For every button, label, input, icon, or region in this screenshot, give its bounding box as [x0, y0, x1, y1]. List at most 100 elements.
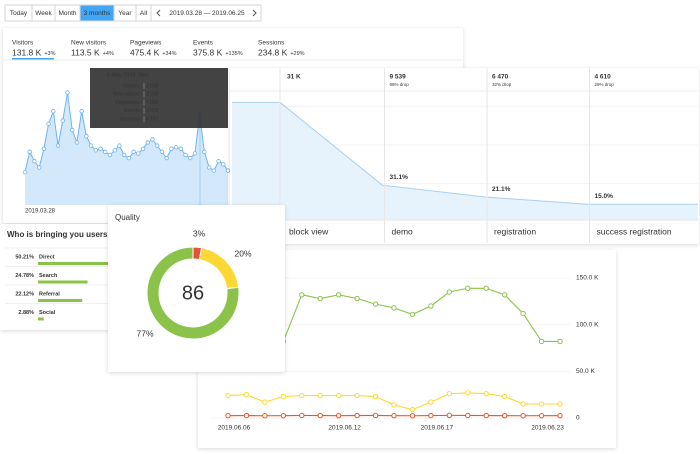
area-point [22, 169, 28, 175]
tooltip-value: 4 167 [146, 117, 159, 123]
period-label: 3 months [84, 10, 111, 17]
tooltip-value: 7 090 [146, 100, 159, 106]
source-name: Social [39, 310, 56, 316]
area-point [27, 149, 32, 155]
quality-title: Quality [115, 213, 140, 222]
series-point [483, 285, 489, 291]
area-point [88, 143, 94, 148]
series-point [354, 392, 360, 399]
area-point [121, 152, 127, 158]
tooltip-label: Visitors: [123, 83, 141, 89]
y-tick-label: 100.0 K [576, 321, 599, 328]
period-label: All [140, 10, 148, 17]
series-point [335, 292, 342, 298]
metric-label: Visitors [12, 40, 34, 47]
tooltip-label: Sessions: [119, 117, 141, 123]
series-point [501, 412, 508, 419]
area-point [112, 148, 117, 153]
sources-title: Who is bringing you users? [7, 230, 112, 239]
area-point [159, 149, 165, 155]
date-picker[interactable] [150, 4, 262, 22]
step-conversion: 15.0% [595, 193, 614, 200]
series-point [262, 413, 268, 419]
area-point [216, 159, 221, 164]
series-point [299, 292, 305, 298]
prev-arrow[interactable] [156, 9, 161, 17]
series-point [372, 412, 379, 419]
area-point [103, 149, 108, 155]
series-point [354, 295, 360, 302]
area-point [140, 146, 146, 151]
series-point [409, 413, 416, 419]
series-point [557, 338, 563, 345]
area-point [65, 90, 70, 95]
quality-score: 86 [182, 282, 204, 304]
donut-label: 20% [234, 248, 251, 258]
x-tick-label: 2019.06.06 [218, 425, 251, 432]
area-point [183, 152, 188, 158]
series-point [557, 401, 563, 407]
step-name: registration [494, 226, 536, 236]
series-point [262, 399, 268, 405]
series-point [446, 289, 453, 295]
metric-label: Events [193, 40, 214, 47]
period-label: Month [58, 10, 76, 17]
series-point [465, 390, 471, 396]
x-tick-label: 2019.03.28 [25, 209, 56, 215]
area-point [188, 155, 193, 161]
step-count: 4 610 [595, 74, 612, 81]
area-point [150, 137, 155, 142]
area-point [173, 144, 179, 150]
names-row [231, 220, 698, 243]
series-point [446, 412, 453, 419]
step-drop: 69% drop [390, 82, 410, 87]
metric-change: +29% [290, 51, 304, 57]
y-tick-label: 0 [576, 415, 580, 422]
series-point [501, 292, 508, 298]
active-tab-underline [12, 58, 54, 60]
step-name: demo [392, 226, 414, 236]
area-point [55, 143, 61, 148]
area-point [145, 140, 150, 145]
next-arrow[interactable] [252, 9, 257, 17]
x-tick-label: 2019.06.17 [421, 425, 454, 432]
donut-segment [146, 246, 240, 340]
step-count: 9 539 [390, 74, 407, 81]
area-point [107, 152, 113, 158]
area-point [74, 140, 80, 145]
area-point [51, 109, 56, 114]
series-point [428, 303, 434, 309]
step-name: block view [289, 226, 329, 236]
series-point [409, 311, 416, 318]
area-point [178, 146, 183, 151]
area-point [46, 121, 51, 126]
step-conversion: 21.1% [492, 186, 511, 193]
metric-label: Pageviews [130, 40, 162, 47]
series-point [538, 338, 545, 345]
metric-value: 375.8 K [193, 47, 223, 57]
series-point [520, 401, 526, 407]
source-bar [38, 280, 88, 284]
metric-change: +3% [44, 51, 55, 57]
period-label: Week [35, 10, 52, 17]
series-point [225, 412, 231, 419]
series-point [225, 392, 231, 399]
area-point [32, 159, 37, 164]
step-conversion: 31.1% [390, 174, 409, 181]
funnel-line [279, 102, 588, 205]
source-name: Referral [39, 291, 60, 297]
tooltip-value: 2 398 [146, 92, 159, 98]
source-bar [38, 317, 44, 321]
area-fill [25, 92, 228, 205]
series-point [335, 412, 342, 419]
series-point [538, 412, 545, 419]
series-point [483, 412, 489, 419]
series-point [391, 402, 397, 408]
series-point [280, 412, 287, 419]
area-point [206, 165, 212, 170]
series-point [317, 295, 323, 302]
series-point [317, 392, 323, 399]
area-point [202, 149, 207, 155]
y-tick-label: 50.0 K [576, 368, 595, 375]
metric-value: 234.8 K [258, 47, 288, 57]
